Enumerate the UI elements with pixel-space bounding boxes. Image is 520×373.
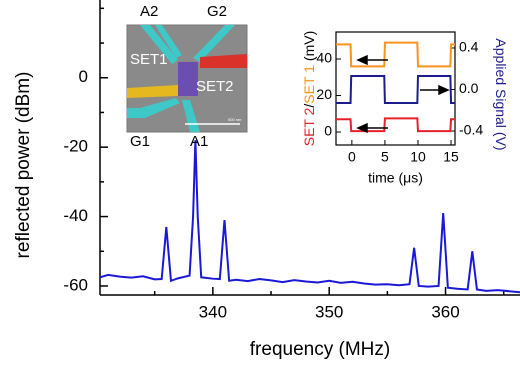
y-tick-label: 40 bbox=[316, 50, 332, 66]
main-plot: -60 -40 -20 0 340 350 360 frequency (MHz) reflec… bbox=[13, 0, 520, 360]
y2-axis-label-part: (V) bbox=[493, 132, 509, 151]
y-tick-label: 0 bbox=[324, 123, 332, 139]
data-line bbox=[336, 75, 455, 104]
set-island bbox=[178, 62, 198, 96]
image-label: G2 bbox=[207, 3, 227, 20]
image-label: SET1 bbox=[130, 51, 168, 68]
data-line bbox=[100, 140, 520, 294]
y-tick-label: 20 bbox=[316, 86, 332, 102]
y2-tick-label: -0.4 bbox=[459, 122, 483, 138]
y2-tick-label: 0.4 bbox=[459, 39, 479, 55]
arrow-head bbox=[356, 54, 368, 66]
x-tick-label: 340 bbox=[199, 302, 227, 321]
electrode-a2b bbox=[155, 25, 182, 58]
inset-frame bbox=[335, 31, 456, 146]
y-tick-label: 0 bbox=[79, 67, 88, 86]
arrow-head bbox=[438, 84, 450, 96]
image-label: A2 bbox=[140, 3, 158, 20]
y-tick-label: -40 bbox=[63, 206, 88, 225]
y2-axis-label: Applied Signal (V) bbox=[493, 38, 509, 150]
arrows bbox=[356, 54, 450, 134]
electrode-g2 bbox=[193, 25, 235, 62]
x-axis-label: time (μs) bbox=[368, 170, 423, 186]
scale-bar-label: 500 nm bbox=[228, 117, 242, 122]
image-label: SET2 bbox=[196, 78, 234, 95]
sem-image bbox=[126, 24, 248, 133]
image-frame bbox=[126, 24, 248, 133]
x-tick-label: 10 bbox=[410, 149, 426, 165]
y-axis-label-part: SET 2 bbox=[301, 107, 317, 146]
x-tick-label: 0 bbox=[348, 149, 356, 165]
electrode-set1 bbox=[127, 85, 178, 98]
y-tick-label: -20 bbox=[63, 137, 88, 156]
image-label: G1 bbox=[130, 133, 150, 150]
y-axis-label-part: (mV) bbox=[301, 31, 317, 61]
y-axis-label-part: SET 1 bbox=[301, 65, 317, 104]
electrode-set2 bbox=[200, 54, 247, 68]
x-tick-label: 350 bbox=[315, 302, 343, 321]
time-inset: 0 20 40 -0.4 0.0 0.4 0 5 10 15 time (μs) SET 2/SET … bbox=[301, 31, 510, 186]
image-label: A1 bbox=[190, 133, 208, 150]
y-tick-label: -60 bbox=[63, 275, 88, 294]
y-axis-label-part: / bbox=[301, 104, 317, 108]
y-axis-label: reflected power (dBm) bbox=[13, 72, 34, 259]
x-tick-label: 360 bbox=[431, 302, 459, 321]
electrode-a2 bbox=[140, 25, 178, 64]
y2-tick-label: 0.0 bbox=[459, 80, 479, 96]
arrow-head bbox=[356, 122, 368, 134]
y-axis-label: SET 2/SET 1 (mV) bbox=[301, 31, 317, 147]
data-line bbox=[336, 117, 455, 133]
x-axis-label: frequency (MHz) bbox=[250, 339, 390, 360]
data-line bbox=[336, 41, 455, 68]
y2-axis-label-part: Applied Signal bbox=[493, 38, 509, 128]
electrode-g1 bbox=[127, 98, 180, 118]
x-tick-label: 15 bbox=[443, 149, 459, 165]
x-tick-label: 5 bbox=[381, 149, 389, 165]
